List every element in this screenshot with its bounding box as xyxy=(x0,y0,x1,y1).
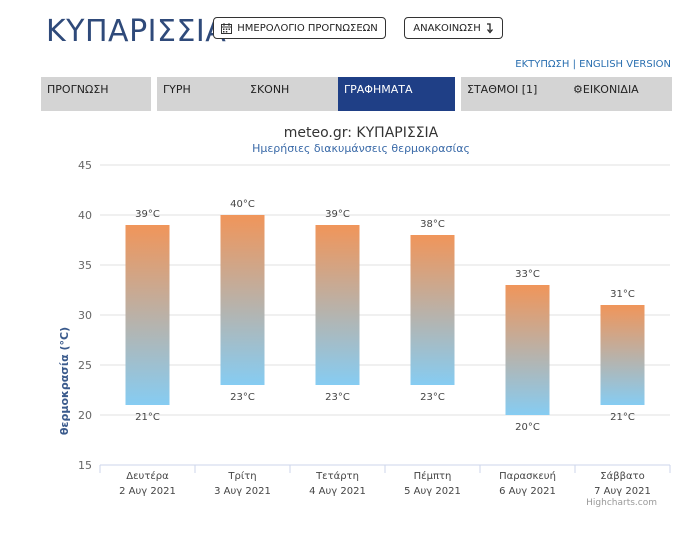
x-date-label: 3 Αυγ 2021 xyxy=(214,486,271,497)
tab-stations-label: ΣΤΑΘΜΟΙ [1] xyxy=(467,83,538,96)
announcement-button[interactable]: ΑΝΑΚΟΙΝΩΣΗ xyxy=(404,17,503,39)
x-day-label: Τρίτη xyxy=(227,470,256,482)
x-date-label: 2 Αυγ 2021 xyxy=(119,486,176,497)
announcement-label: ΑΝΑΚΟΙΝΩΣΗ xyxy=(413,22,481,34)
x-date-label: 6 Αυγ 2021 xyxy=(499,486,556,497)
print-link[interactable]: ΕΚΤΥΠΩΣΗ xyxy=(515,59,570,70)
top-links: ΕΚΤΥΠΩΣΗ | ENGLISH VERSION xyxy=(515,59,671,70)
tab-dust-label: ΣΚΟΝΗ xyxy=(250,83,290,96)
low-temp-label: 21°C xyxy=(135,412,160,423)
tab-pollen-label: ΓΥΡΗ xyxy=(163,83,191,96)
low-temp-label: 23°C xyxy=(420,392,445,403)
x-day-label: Σάββατο xyxy=(600,470,644,482)
x-date-label: 7 Αυγ 2021 xyxy=(594,486,651,497)
x-date-label: 4 Αυγ 2021 xyxy=(309,486,366,497)
x-day-label: Δευτέρα xyxy=(126,470,169,482)
y-tick-label: 25 xyxy=(78,359,92,372)
chart-title: meteo.gr: ΚΥΠΑΡΙΣΣΙΑ xyxy=(284,125,439,141)
y-tick-label: 35 xyxy=(78,259,92,272)
x-date-label: 5 Αυγ 2021 xyxy=(404,486,461,497)
english-version-link[interactable]: ENGLISH VERSION xyxy=(579,59,671,70)
temperature-range-bar xyxy=(600,305,645,405)
forecast-calendar-button[interactable]: ΗΜΕΡΟΛΟΓΙΟ ΠΡΟΓΝΩΣΕΩΝ xyxy=(213,17,386,39)
high-temp-label: 31°C xyxy=(610,289,635,300)
tab-widgets[interactable]: ⚙ΕΙΚΟΝΙΔΙΑ xyxy=(567,77,672,111)
arrow-down-icon xyxy=(486,22,493,34)
temperature-range-bar xyxy=(505,285,550,415)
tab-forecast-label: ΠΡΟΓΝΩΣΗ xyxy=(47,83,109,96)
highcharts-credit[interactable]: Highcharts.com xyxy=(586,498,657,508)
x-day-label: Τετάρτη xyxy=(315,470,359,482)
main-tabs: ΠΡΟΓΝΩΣΗ ΓΥΡΗ ΣΚΟΝΗ ΓΡΑΦΗΜΑΤΑ ΣΤΑΘΜΟΙ [1… xyxy=(41,77,672,111)
city-title: ΚΥΠΑΡΙΣΣΙΑ xyxy=(46,14,227,49)
low-temp-label: 21°C xyxy=(610,412,635,423)
temperature-range-bar xyxy=(125,225,170,405)
low-temp-label: 23°C xyxy=(325,392,350,403)
x-day-label: Παρασκευή xyxy=(499,470,556,482)
low-temp-label: 20°C xyxy=(515,422,540,433)
temperature-range-bar xyxy=(315,225,360,385)
chart-subtitle: Ημερήσιες διακυμάνσεις θερμοκρασίας xyxy=(252,142,470,155)
bars: 39°C 21°C 40°C 23°C 39°C 23°C 38°C 23°C 33°C 20°C… xyxy=(125,199,645,433)
tab-charts[interactable]: ΓΡΑΦΗΜΑΤΑ xyxy=(338,77,455,111)
x-day-label: Πέμπτη xyxy=(414,470,452,482)
tab-forecast[interactable]: ΠΡΟΓΝΩΣΗ xyxy=(41,77,151,111)
y-tick-label: 20 xyxy=(78,409,92,422)
temperature-range-bar xyxy=(220,215,265,385)
high-temp-label: 33°C xyxy=(515,269,540,280)
y-tick-label: 30 xyxy=(78,309,92,322)
high-temp-label: 38°C xyxy=(420,219,445,230)
tab-stations[interactable]: ΣΤΑΘΜΟΙ [1] xyxy=(461,77,567,111)
gear-icon: ⚙ xyxy=(573,83,583,96)
tab-charts-label: ΓΡΑΦΗΜΑΤΑ xyxy=(344,83,413,96)
low-temp-label: 23°C xyxy=(230,392,255,403)
high-temp-label: 39°C xyxy=(135,209,160,220)
y-tick-label: 45 xyxy=(78,159,92,172)
y-axis-ticks: 15 20 25 30 35 40 45 xyxy=(78,159,92,472)
temperature-chart: meteo.gr: ΚΥΠΑΡΙΣΣΙΑ Ημερήσιες διακυμάνσ… xyxy=(58,125,671,508)
high-temp-label: 40°C xyxy=(230,199,255,210)
y-axis-title: θερμοκρασία (°C) xyxy=(58,327,71,435)
forecast-calendar-label: ΗΜΕΡΟΛΟΓΙΟ ΠΡΟΓΝΩΣΕΩΝ xyxy=(237,22,378,34)
y-tick-label: 15 xyxy=(78,459,92,472)
high-temp-label: 39°C xyxy=(325,209,350,220)
links-separator: | xyxy=(569,59,580,70)
temperature-range-bar xyxy=(410,235,455,385)
y-tick-label: 40 xyxy=(78,209,92,222)
tab-pollen[interactable]: ΓΥΡΗ xyxy=(157,77,243,111)
grid-lines xyxy=(100,164,670,466)
tab-widgets-label: ΕΙΚΟΝΙΔΙΑ xyxy=(582,83,639,96)
calendar-icon xyxy=(221,22,233,34)
x-axis-labels: Δευτέρα 2 Αυγ 2021 Τρίτη 3 Αυγ 2021 Τετάρτη 4… xyxy=(99,465,671,497)
